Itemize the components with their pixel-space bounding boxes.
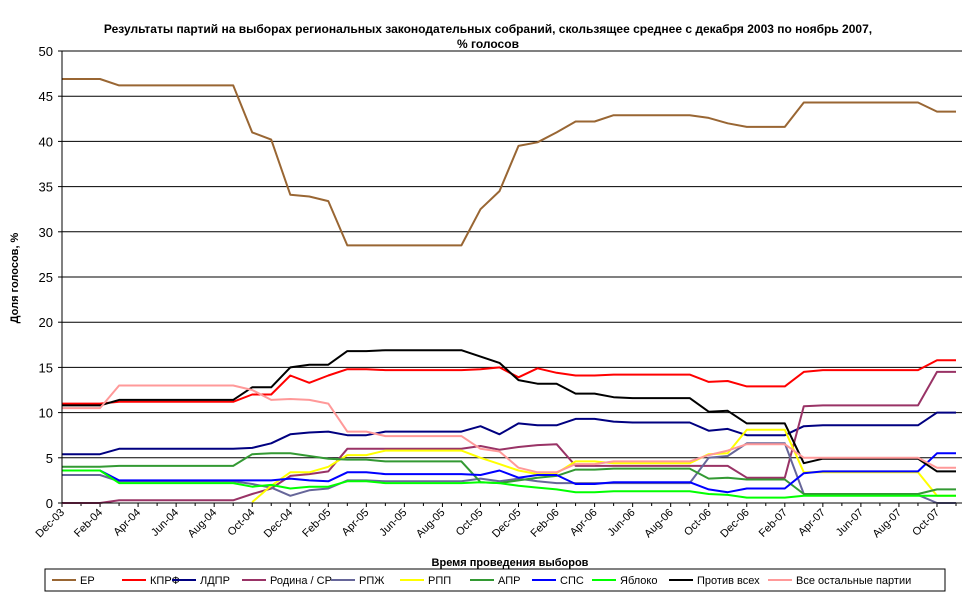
series-line-7 <box>62 452 956 494</box>
legend-label-10: Все остальные партии <box>796 575 911 587</box>
x-axis-label: Время проведения выборов <box>432 557 589 569</box>
x-tick-label-23: Oct-07 <box>910 507 942 539</box>
y-tick-label-9: 45 <box>39 89 53 104</box>
legend-label-7: СПС <box>560 575 584 587</box>
legend-label-3: Родина / СР <box>270 575 332 587</box>
series-line-6 <box>62 452 956 495</box>
x-tick-label-3: Jun-04 <box>149 507 181 539</box>
x-tick-label-4: Aug-04 <box>186 507 220 541</box>
legend-label-9: Против всех <box>697 575 760 587</box>
axes <box>61 51 962 504</box>
x-tick-label-20: Apr-07 <box>796 507 828 539</box>
x-tick-label-5: Oct-04 <box>226 507 258 539</box>
series-line-8 <box>62 469 956 499</box>
legend-label-4: РПЖ <box>359 575 384 587</box>
y-axis-ticks: 0 5 10 15 20 25 30 35 40 45 50 <box>39 44 62 511</box>
series-line-1 <box>62 359 956 405</box>
y-tick-label-10: 50 <box>39 44 53 59</box>
x-tick-label-16: Aug-06 <box>642 507 676 541</box>
series-line-9 <box>62 349 956 473</box>
legend: ЕР КПРФ ЛДПР Родина / СР РПЖ РПП АПР СПС Яблоко П… <box>44 568 946 592</box>
x-tick-label-6: Dec-04 <box>262 507 296 541</box>
y-tick-label-3: 15 <box>39 360 53 375</box>
x-tick-label-2: Apr-04 <box>111 507 143 539</box>
y-tick-label-1: 5 <box>46 451 53 466</box>
y-tick-label-0: 0 <box>46 496 53 511</box>
y-tick-label-2: 10 <box>39 406 53 421</box>
x-tick-label-9: Jun-05 <box>377 507 409 539</box>
y-tick-label-7: 35 <box>39 180 53 195</box>
x-tick-label-14: Apr-06 <box>568 507 600 539</box>
series-line-2 <box>62 411 956 456</box>
x-tick-label-17: Oct-06 <box>682 507 714 539</box>
x-tick-label-11: Oct-05 <box>454 507 486 539</box>
series-line-3 <box>62 370 956 504</box>
legend-label-2: ЛДПР <box>200 575 230 587</box>
x-axis-ticks: Dec-03 Feb-04 Apr-04 Jun-04 Aug-04 Oct-04 Dec-… <box>34 503 957 541</box>
x-tick-label-1: Feb-04 <box>72 507 105 540</box>
x-tick-label-10: Aug-05 <box>414 507 448 541</box>
y-tick-label-6: 30 <box>39 225 53 240</box>
gridlines <box>62 50 962 459</box>
y-tick-label-8: 40 <box>39 134 53 149</box>
x-tick-label-12: Dec-05 <box>490 507 524 541</box>
legend-label-8: Яблоко <box>620 575 657 587</box>
legend-label-5: РПП <box>428 575 451 587</box>
x-tick-label-18: Dec-06 <box>718 507 752 541</box>
legend-label-6: АПР <box>498 575 520 587</box>
x-tick-label-13: Feb-06 <box>529 507 562 540</box>
series-line-10 <box>62 384 956 474</box>
x-tick-label-15: Jun-06 <box>605 507 637 539</box>
y-tick-label-4: 20 <box>39 315 53 330</box>
chart-subtitle: % голосов <box>457 37 519 51</box>
chart-title: Результаты партий на выборах региональны… <box>104 22 872 36</box>
x-tick-label-22: Aug-07 <box>870 507 904 541</box>
y-axis-label: Доля голосов, % <box>9 232 21 323</box>
x-tick-label-19: Feb-07 <box>757 507 790 540</box>
series-line-0 <box>62 78 956 247</box>
y-tick-label-5: 25 <box>39 270 53 285</box>
legend-label-0: ЕР <box>80 575 95 587</box>
legend-label-1: КПРФ <box>150 575 180 587</box>
series-lines <box>62 78 956 504</box>
x-tick-label-8: Apr-05 <box>340 507 372 539</box>
x-tick-label-7: Feb-05 <box>300 507 333 540</box>
x-tick-label-21: Jun-07 <box>834 507 866 539</box>
legend-box <box>44 568 946 592</box>
x-tick-label-0: Dec-03 <box>34 507 68 541</box>
